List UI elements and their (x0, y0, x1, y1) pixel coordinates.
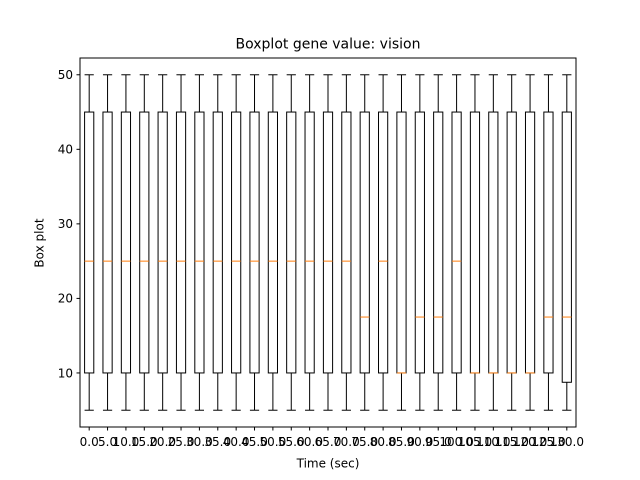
x-tick-label: 95.0 (425, 435, 452, 449)
box-body (84, 111, 95, 374)
x-tick-label: 100.0 (439, 435, 473, 449)
box-body (359, 111, 370, 374)
x-tick-label: 10.0 (113, 435, 140, 449)
x-tick-label: 75.0 (351, 435, 378, 449)
box-body (175, 111, 187, 374)
box-9 (249, 74, 260, 411)
box-7 (212, 74, 223, 411)
y-tick-label: 50 (58, 68, 73, 82)
box-16 (378, 74, 389, 411)
box-2 (120, 74, 132, 411)
box-body (212, 111, 223, 374)
x-tick-label: 85.0 (388, 435, 415, 449)
x-tick-label: 30.0 (186, 435, 213, 449)
box-body (543, 111, 554, 374)
x-tick-label: 25.0 (168, 435, 195, 449)
box-body (506, 111, 517, 374)
box-body (488, 111, 499, 374)
box-body (231, 111, 242, 374)
box-body (524, 111, 536, 374)
box-17 (396, 74, 407, 411)
box-body (341, 111, 352, 374)
plot-frame (79, 57, 577, 428)
box-3 (139, 74, 150, 411)
x-axis-label: Time (sec) (296, 457, 360, 471)
x-tick-label: 110.0 (476, 435, 510, 449)
x-tick-label: 90.0 (406, 435, 433, 449)
box-20 (451, 74, 462, 411)
x-tick-label: 55.0 (278, 435, 305, 449)
box-body (286, 111, 297, 374)
box-25 (543, 74, 554, 411)
plot-layer: 10 20 30 40 50 0.0 5.010.015.020.025.030.035.0… (58, 57, 584, 449)
x-tick-label: 125.0 (531, 435, 565, 449)
x-tick-label: 80.0 (370, 435, 397, 449)
x-tick-label: 60.0 (296, 435, 323, 449)
box-body (249, 111, 260, 374)
x-tick-label: 65.0 (315, 435, 342, 449)
box-body (102, 111, 113, 374)
box-body (267, 111, 278, 374)
box-18 (414, 74, 425, 411)
x-tick-label: 20.0 (149, 435, 176, 449)
box-body (469, 111, 481, 374)
box-10 (267, 74, 278, 411)
box-body (378, 111, 389, 374)
box-13 (322, 74, 334, 411)
box-body (451, 111, 462, 374)
box-body (157, 111, 168, 374)
y-tick-label: 20 (58, 292, 73, 306)
x-tick-label: 50.0 (260, 435, 287, 449)
box-21 (469, 74, 481, 411)
x-tick-label: 40.0 (223, 435, 250, 449)
box-19 (433, 74, 444, 411)
box-11 (286, 74, 297, 411)
x-tick-label: 35.0 (204, 435, 231, 449)
box-body (120, 111, 132, 374)
box-body (414, 111, 425, 374)
y-tick-label: 10 (58, 366, 73, 380)
x-tick-label: 0.0 (80, 435, 99, 449)
box-body (322, 111, 334, 374)
box-26 (561, 74, 572, 411)
box-body (139, 111, 150, 374)
box-24 (524, 74, 536, 411)
box-4 (157, 74, 168, 411)
x-tick-label: 70.0 (333, 435, 360, 449)
x-tick-label: 105.0 (458, 435, 492, 449)
chart-title: Boxplot gene value: vision (236, 37, 421, 53)
x-tick-label: 120.0 (513, 435, 547, 449)
box-body (433, 111, 444, 374)
box-body (396, 111, 407, 374)
box-15 (359, 74, 370, 411)
box-5 (175, 74, 187, 411)
box-0 (84, 74, 95, 411)
x-tick-label: 130.0 (550, 435, 584, 449)
box-1 (102, 74, 113, 411)
x-tick-label: 5.0 (98, 435, 117, 449)
y-axis-label: Box plot (33, 218, 47, 267)
box-23 (506, 74, 517, 411)
x-tick-label: 15.0 (131, 435, 158, 449)
box-12 (304, 74, 315, 411)
box-14 (341, 74, 352, 411)
box-22 (488, 74, 499, 411)
box-body (304, 111, 315, 374)
box-6 (194, 74, 205, 411)
box-body (561, 111, 572, 383)
box-8 (231, 74, 242, 411)
y-tick-label: 30 (58, 217, 73, 231)
y-tick-label: 40 (58, 143, 73, 157)
x-tick-label: 45.0 (241, 435, 268, 449)
x-tick-label: 115.0 (495, 435, 529, 449)
box-body (194, 111, 205, 374)
